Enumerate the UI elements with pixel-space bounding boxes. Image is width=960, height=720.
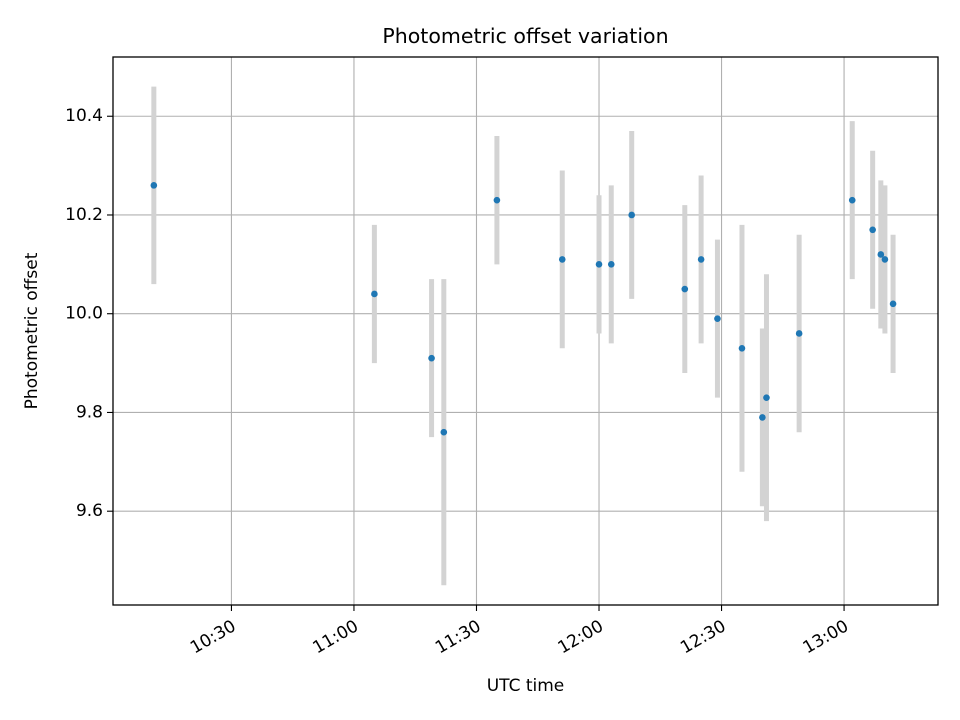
x-axis-ticks: 10:30 11:00 11:30 12:00 12:30 13:00 <box>187 605 852 658</box>
data-point <box>697 256 705 263</box>
data-point <box>595 261 603 268</box>
data-point <box>848 196 856 204</box>
x-tick-label: 12:30 <box>677 616 729 658</box>
data-point <box>150 182 158 189</box>
data-points <box>150 182 897 436</box>
data-point <box>607 261 615 268</box>
grid-lines <box>113 57 938 605</box>
plot-area-frame <box>112 56 939 606</box>
data-point <box>881 256 889 263</box>
y-axis-ticks: 9.6 9.8 10.0 10.2 10.4 <box>65 106 113 521</box>
data-point <box>428 354 435 362</box>
data-point <box>877 251 885 258</box>
x-tick-label: 11:00 <box>310 616 362 658</box>
data-point <box>371 290 378 298</box>
y-tick-label: 9.8 <box>76 402 103 422</box>
data-point <box>869 226 876 234</box>
x-tick-label: 10:30 <box>187 616 239 658</box>
x-tick-label: 13:00 <box>800 616 852 658</box>
data-point <box>763 394 770 401</box>
data-point <box>440 428 448 436</box>
x-tick-label: 12:00 <box>555 616 607 658</box>
x-axis-title: UTC time <box>487 676 565 696</box>
y-tick-label: 9.6 <box>76 501 103 521</box>
data-point <box>795 330 803 337</box>
y-tick-label: 10.4 <box>65 106 103 126</box>
chart-title: Photometric offset variation <box>382 24 668 48</box>
data-point <box>714 315 721 322</box>
data-point <box>681 285 689 293</box>
x-tick-label: 11:30 <box>432 616 484 658</box>
data-point <box>628 211 635 219</box>
data-point <box>738 344 746 352</box>
data-point <box>558 256 566 263</box>
y-axis-title: Photometric offset <box>22 252 42 409</box>
error-bars <box>151 86 896 586</box>
data-point <box>493 196 501 204</box>
data-point <box>759 414 766 421</box>
data-point <box>889 300 897 308</box>
y-tick-label: 10.0 <box>65 304 103 324</box>
y-tick-label: 10.2 <box>65 205 103 225</box>
